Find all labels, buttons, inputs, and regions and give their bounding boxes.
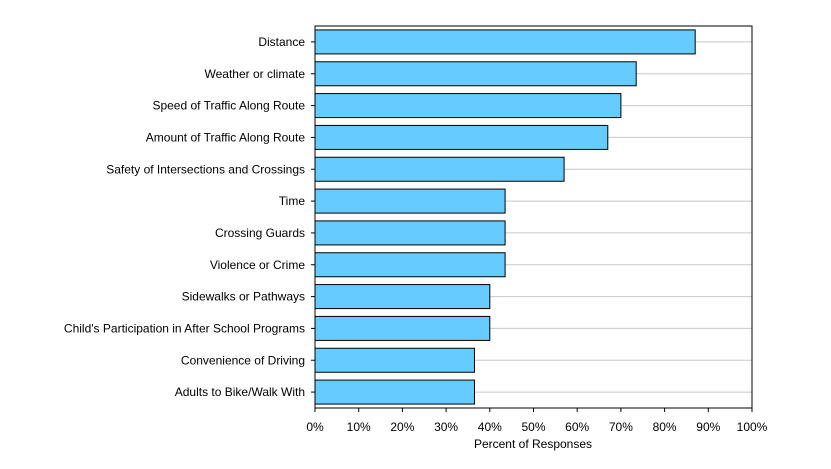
category-label: Amount of Traffic Along Route (146, 130, 306, 144)
bars (314, 29, 696, 405)
category-label: Child's Participation in After School Pr… (64, 321, 305, 335)
x-tick-label: 60% (565, 420, 589, 434)
category-labels: Distance Weather or climate Speed of Traff… (64, 35, 315, 399)
bar-2 (314, 93, 622, 119)
bar-8 (314, 284, 491, 310)
category-label: Violence or Crime (210, 258, 305, 272)
bar-11 (314, 379, 476, 405)
x-axis-title: Percent of Responses (474, 437, 592, 451)
category-label: Speed of Traffic Along Route (152, 99, 305, 113)
x-tick-label: 80% (653, 420, 677, 434)
x-tick-label: 70% (609, 420, 633, 434)
category-label: Crossing Guards (215, 226, 305, 240)
bar-7 (314, 252, 506, 278)
category-label: Distance (258, 35, 305, 49)
bar-5 (314, 188, 506, 214)
category-label: Adults to Bike/Walk With (175, 385, 305, 399)
category-label: Safety of Intersections and Crossings (106, 162, 305, 176)
bar-9 (314, 315, 491, 341)
x-tick-label: 90% (696, 420, 720, 434)
x-tick-label: 40% (478, 420, 502, 434)
category-label: Sidewalks or Pathways (182, 290, 305, 304)
x-tick-label: 50% (521, 420, 545, 434)
bar-10 (314, 347, 476, 373)
x-tick-label: 100% (737, 420, 768, 434)
x-tick-label: 30% (434, 420, 458, 434)
bar-3 (314, 124, 609, 150)
category-label: Weather or climate (205, 67, 306, 81)
category-label: Convenience of Driving (181, 353, 305, 367)
x-tick-label: 10% (347, 420, 371, 434)
x-tick-label: 0% (306, 420, 324, 434)
plot-area (315, 26, 752, 408)
x-axis-ticks: 0% 10% 20% 30% 40% 50% 60% 70% 80% 90% 100% (306, 408, 768, 434)
bar-6 (314, 220, 506, 246)
bar-1 (314, 61, 637, 87)
x-tick-label: 20% (390, 420, 414, 434)
category-label: Time (279, 194, 306, 208)
bar-4 (314, 156, 565, 182)
bar-0 (314, 29, 696, 55)
